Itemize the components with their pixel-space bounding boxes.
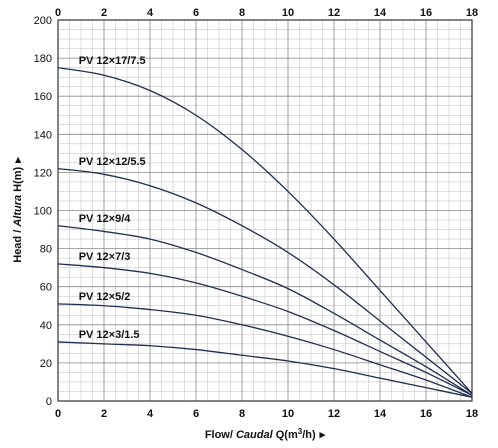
y-axis-arrow-icon: ▸: [12, 157, 24, 164]
x-tick-label-bottom: 16: [420, 408, 432, 420]
y-tick-label: 180: [34, 53, 52, 65]
curve-label: PV 12×12/5.5: [79, 156, 146, 168]
x-tick-label-top: 4: [147, 7, 154, 19]
curve-label: PV 12×7/3: [79, 251, 131, 263]
y-axis-title-prefix: Head /: [12, 227, 24, 263]
x-tick-label-top: 12: [328, 7, 340, 19]
y-tick-label: 120: [34, 167, 52, 179]
x-axis-title-superscript: 3: [298, 427, 303, 436]
plot-frame: [57, 19, 473, 402]
x-axis-title: Flow/ Caudal Q(m3/h) ▸: [205, 427, 326, 441]
x-tick-label-top: 18: [466, 7, 478, 19]
x-tick-label-bottom: 18: [466, 408, 478, 420]
pump-curve-line: [57, 341, 473, 398]
y-tick-label: 100: [34, 206, 52, 218]
x-axis-title-prefix: Flow/: [205, 429, 236, 441]
x-tick-label-bottom: 12: [328, 408, 340, 420]
curve-label: PV 12×17/7.5: [79, 55, 146, 67]
y-tick-label: 140: [34, 129, 52, 141]
x-tick-label-bottom: 14: [374, 408, 387, 420]
x-tick-label-bottom: 2: [101, 408, 107, 420]
x-tick-label-top: 10: [282, 7, 294, 19]
pump-curve-line: [57, 303, 473, 398]
x-tick-labels-bottom: 0 2 4 6 8 10 12 14 16 18: [55, 408, 478, 420]
y-tick-label: 0: [46, 396, 52, 408]
y-tick-label: 40: [40, 320, 52, 332]
pump-curve-line: [57, 263, 473, 396]
curve-label: PV 12×5/2: [79, 291, 131, 303]
pump-curve-line: [57, 66, 473, 394]
x-axis-title-suffix: Q(m: [273, 429, 298, 441]
x-tick-label-bottom: 0: [55, 408, 61, 420]
major-grid: [57, 19, 473, 402]
y-axis-title: Head / Altura H(m) ▸: [12, 157, 24, 263]
y-tick-label: 60: [40, 282, 52, 294]
pump-curve-line: [57, 225, 473, 396]
x-tick-label-bottom: 6: [193, 408, 199, 420]
x-tick-label-top: 0: [55, 7, 61, 19]
y-tick-label: 20: [40, 358, 52, 370]
x-axis-title-italic: Caudal: [236, 429, 274, 441]
x-tick-label-top: 16: [420, 7, 432, 19]
x-tick-label-bottom: 8: [239, 408, 245, 420]
x-tick-label-top: 14: [374, 7, 387, 19]
curves: [57, 66, 473, 398]
x-tick-label-bottom: 10: [282, 408, 294, 420]
x-tick-label-top: 8: [239, 7, 245, 19]
curve-label: PV 12×3/1.5: [79, 329, 140, 341]
curve-labels: PV 12×17/7.5 PV 12×12/5.5 PV 12×9/4 PV 12×7…: [79, 55, 146, 341]
y-axis-title-suffix: H(m): [12, 166, 24, 194]
x-axis-arrow-icon: ▸: [319, 429, 326, 441]
y-tick-labels: 0 20 40 60 80 100 120 140 160 180 200: [34, 15, 52, 408]
x-tick-label-top: 6: [193, 7, 199, 19]
x-tick-label-top: 2: [101, 7, 107, 19]
x-tick-labels-top: 0 2 4 6 8 10 12 14 16 18: [55, 7, 478, 19]
pump-curve-line: [57, 167, 473, 394]
y-tick-label: 160: [34, 91, 52, 103]
y-axis-title-italic: Altura: [12, 195, 24, 228]
x-axis-title-after: /h): [302, 429, 316, 441]
curve-label: PV 12×9/4: [79, 213, 132, 225]
y-tick-label: 200: [34, 15, 52, 27]
y-tick-label: 80: [40, 244, 52, 256]
x-tick-label-bottom: 4: [147, 408, 154, 420]
